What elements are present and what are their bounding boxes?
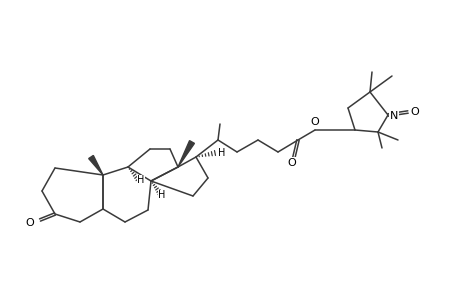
Text: O: O (26, 218, 34, 228)
Text: H: H (218, 148, 225, 158)
Text: O: O (287, 158, 296, 168)
Text: H: H (137, 175, 145, 185)
Polygon shape (178, 141, 194, 167)
Text: O: O (410, 107, 419, 117)
Text: N: N (389, 111, 397, 121)
Text: O: O (310, 117, 319, 127)
Text: H: H (158, 190, 165, 200)
Polygon shape (89, 155, 103, 175)
